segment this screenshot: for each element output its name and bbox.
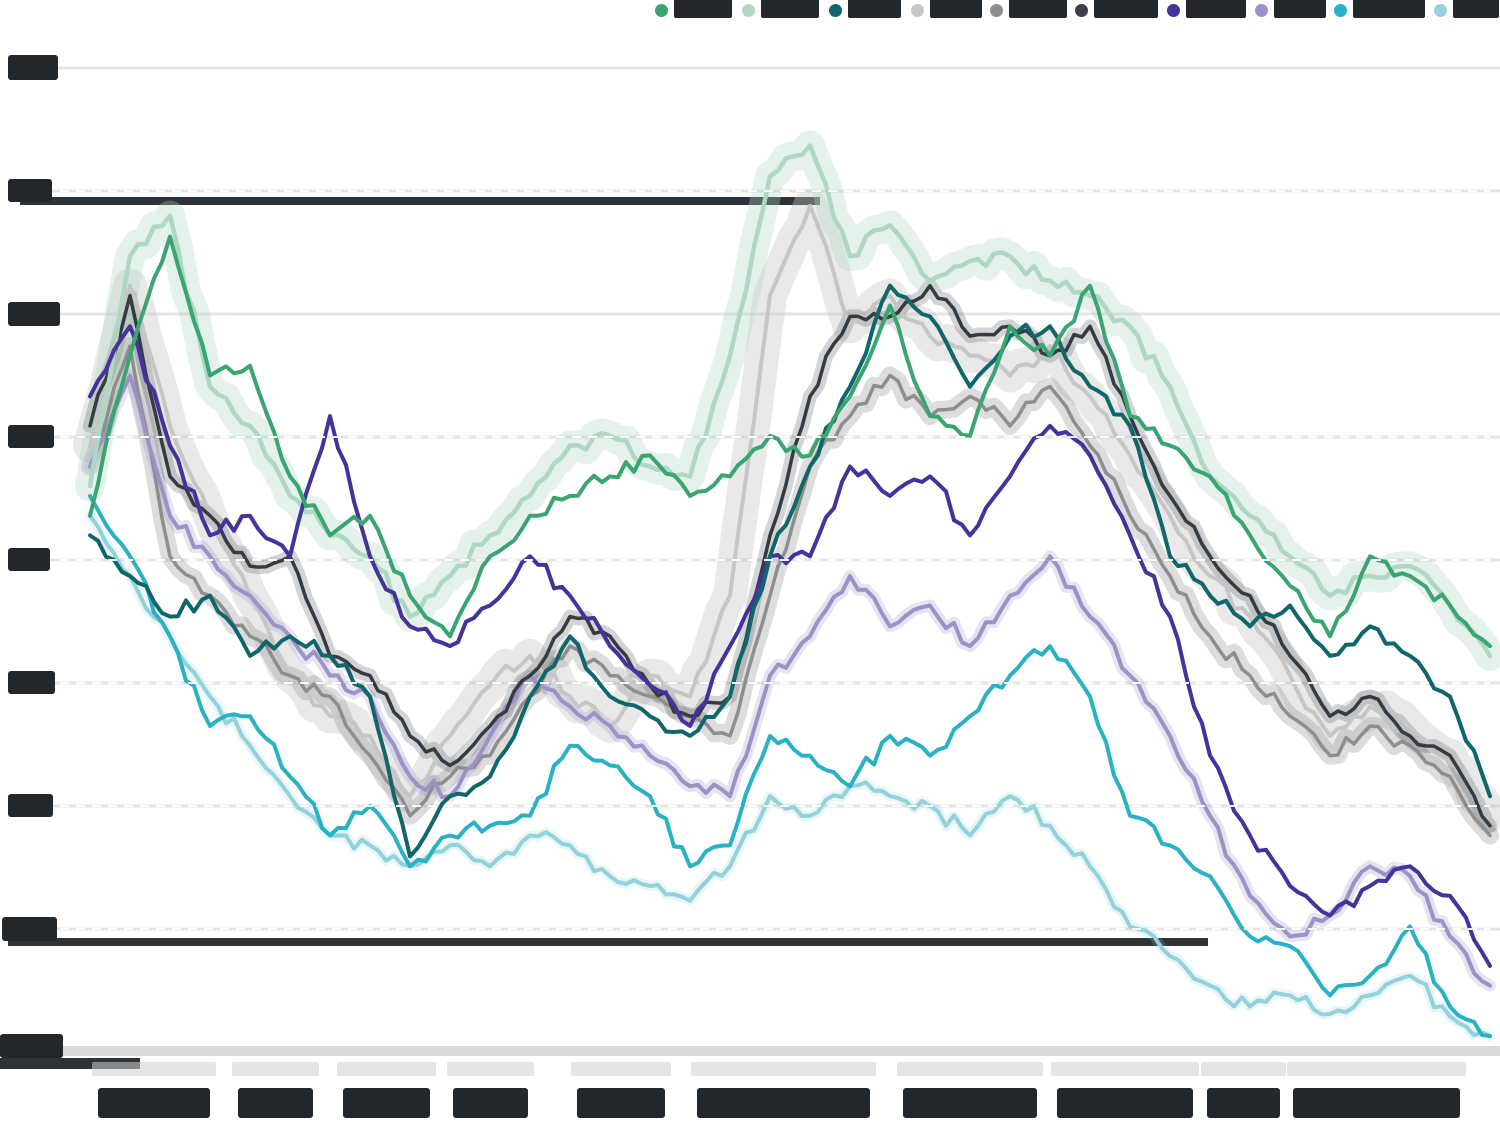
legend-label bbox=[674, 0, 732, 18]
legend-item-series-pale-green[interactable] bbox=[742, 0, 820, 22]
legend-swatch-icon bbox=[829, 4, 842, 17]
legend-swatch-icon bbox=[1075, 4, 1088, 17]
legend-swatch-icon bbox=[1167, 4, 1180, 17]
legend-swatch-icon bbox=[911, 4, 924, 17]
legend-swatch-icon bbox=[1434, 4, 1447, 17]
legend-item-series-dark-teal[interactable] bbox=[829, 0, 902, 22]
legend-swatch-icon bbox=[1334, 4, 1347, 17]
legend-item-series-light-cyan[interactable] bbox=[1434, 0, 1500, 22]
legend-label bbox=[1186, 0, 1246, 18]
legend-label bbox=[1009, 0, 1067, 18]
legend-item-series-cyan[interactable] bbox=[1334, 0, 1426, 22]
legend-label bbox=[1353, 0, 1425, 18]
series-line-light-gray bbox=[88, 203, 1492, 818]
series-line-dark-teal bbox=[88, 283, 1492, 859]
series-line-gray bbox=[88, 344, 1492, 838]
legend-label bbox=[1274, 0, 1326, 18]
series-line-purple bbox=[88, 324, 1492, 968]
legend-label bbox=[848, 0, 901, 18]
legend-item-series-light-purple[interactable] bbox=[1255, 0, 1327, 22]
legend-swatch-icon bbox=[1255, 4, 1268, 17]
legend-swatch-icon bbox=[990, 4, 1003, 17]
legend-swatch-icon bbox=[655, 4, 668, 17]
legend-item-series-green[interactable] bbox=[655, 0, 733, 22]
legend-item-series-dark-slate[interactable] bbox=[1075, 0, 1159, 22]
series-line-light-purple bbox=[88, 373, 1492, 988]
series-line-cyan bbox=[88, 494, 1492, 1038]
legend-item-series-gray[interactable] bbox=[990, 0, 1068, 22]
legend-label bbox=[930, 0, 982, 18]
series-line-dark-slate bbox=[88, 283, 1492, 828]
legend-swatch-icon bbox=[742, 4, 755, 17]
legend-label bbox=[1453, 0, 1499, 18]
legend-item-series-light-gray[interactable] bbox=[911, 0, 983, 22]
legend-item-series-purple[interactable] bbox=[1167, 0, 1247, 22]
legend-label bbox=[761, 0, 819, 18]
legend-label bbox=[1094, 0, 1158, 18]
series-line-green bbox=[88, 234, 1492, 649]
